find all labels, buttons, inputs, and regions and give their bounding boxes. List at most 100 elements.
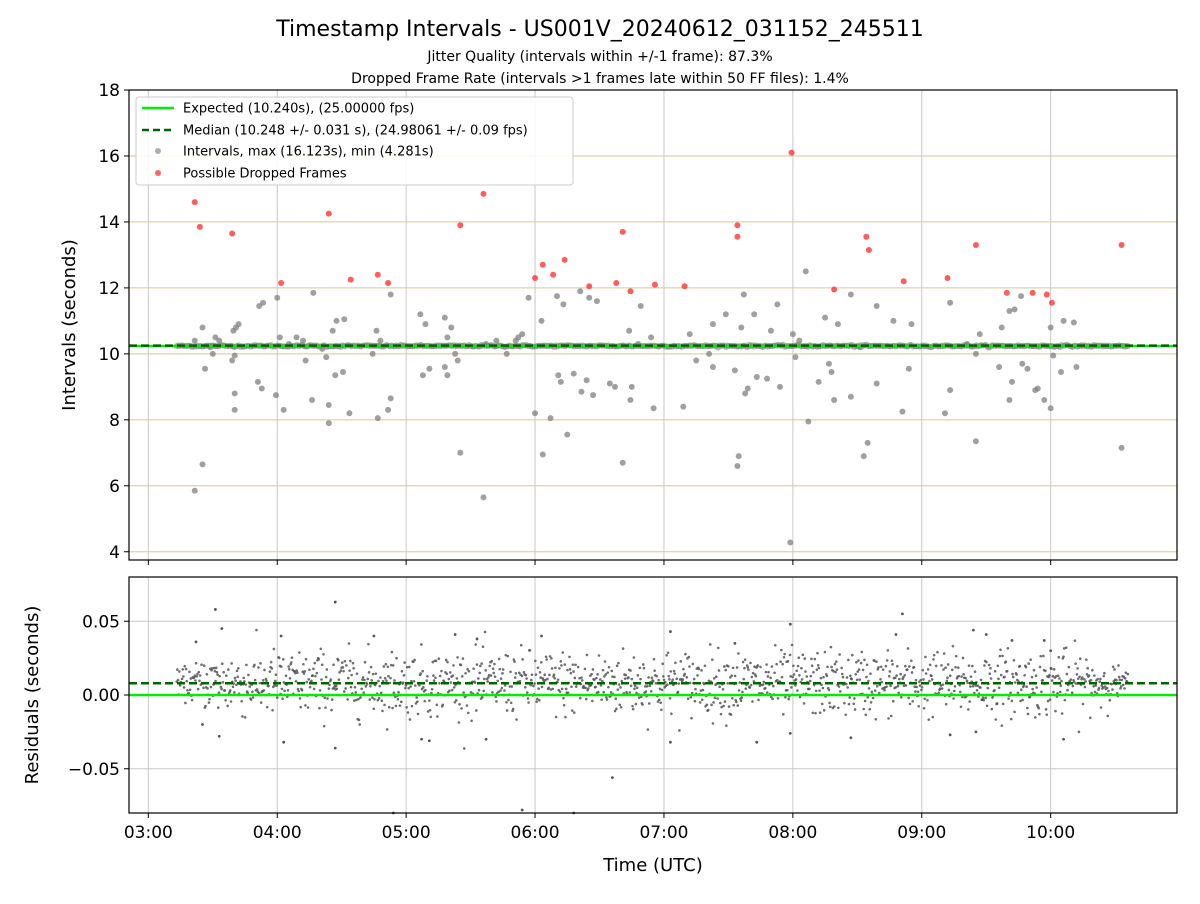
residual-point [1050, 667, 1053, 670]
residual-point [334, 747, 337, 750]
residual-point [285, 674, 288, 677]
residual-point [229, 689, 232, 692]
residual-point [448, 678, 451, 681]
residual-point [982, 699, 985, 702]
residual-point [858, 668, 861, 671]
residual-point [771, 665, 774, 668]
residual-point [526, 691, 529, 694]
residual-point [962, 673, 965, 676]
residual-point [718, 686, 721, 689]
interval-point [1048, 405, 1054, 411]
residual-point [580, 676, 583, 679]
residual-point [812, 671, 815, 674]
residual-point [564, 663, 567, 666]
interval-point [232, 353, 238, 359]
residual-point [214, 680, 217, 683]
residual-point [474, 643, 477, 646]
residual-point [744, 658, 747, 661]
interval-point [805, 418, 811, 424]
residual-point [253, 664, 256, 667]
residual-point [751, 676, 754, 679]
residual-point [994, 670, 997, 673]
x-tick-label: 03:00 [124, 823, 173, 843]
interval-point [326, 420, 332, 426]
interval-point [626, 328, 632, 334]
residual-point [483, 678, 486, 681]
interval-point [612, 384, 618, 390]
residual-point [391, 651, 394, 654]
residual-point [886, 659, 889, 662]
residual-point [596, 673, 599, 676]
residual-point [910, 659, 913, 662]
interval-point [706, 351, 712, 357]
residual-point [191, 699, 194, 702]
residual-point [629, 669, 632, 672]
residual-point [330, 678, 333, 681]
residual-point [872, 697, 875, 700]
residual-point [1086, 667, 1089, 670]
residual-point [974, 670, 977, 673]
residual-point [199, 674, 202, 677]
residual-point [296, 671, 299, 674]
residual-point [1112, 665, 1115, 668]
interval-point [1058, 369, 1064, 375]
residual-point [521, 675, 524, 678]
interval-point [259, 385, 265, 391]
residual-point [477, 677, 480, 680]
residual-point [511, 685, 514, 688]
residual-point [923, 697, 926, 700]
residual-point [696, 674, 699, 677]
residual-point [969, 685, 972, 688]
dropped-frame-point [620, 229, 626, 235]
residual-point [342, 670, 345, 673]
residual-point [907, 647, 910, 650]
interval-point [831, 397, 837, 403]
residual-point [1001, 655, 1004, 658]
residual-point [661, 662, 664, 665]
residual-point [717, 647, 720, 650]
residual-point [931, 678, 934, 681]
residual-point [879, 678, 882, 681]
y-tick-label: 4 [109, 543, 120, 563]
residual-point [387, 665, 390, 668]
dropped-frame-point [945, 275, 951, 281]
residual-point [814, 658, 817, 661]
residual-point [515, 718, 518, 721]
residual-point [683, 673, 686, 676]
residual-point [682, 668, 685, 671]
dropped-frame-point [375, 272, 381, 278]
residual-point [772, 685, 775, 688]
interval-point [202, 366, 208, 372]
residual-point [425, 679, 428, 682]
residual-point [669, 630, 672, 633]
dropped-frame-point [480, 191, 486, 197]
residual-point [422, 686, 425, 689]
residual-point [942, 668, 945, 671]
residual-point [1098, 680, 1101, 683]
residual-point [849, 736, 852, 739]
residual-point [563, 704, 566, 707]
residual-point [356, 672, 359, 675]
interval-point [373, 328, 379, 334]
interval-point [829, 369, 835, 375]
residual-point [646, 685, 649, 688]
residual-point [784, 696, 787, 699]
residual-point [602, 669, 605, 672]
residual-point [838, 685, 841, 688]
residual-point [647, 676, 650, 679]
residual-point [295, 680, 298, 683]
residual-point [1000, 674, 1003, 677]
residual-point [490, 674, 493, 677]
residual-point [618, 703, 621, 706]
residual-point [636, 686, 639, 689]
interval-point [294, 334, 300, 340]
legend-intervals-label: Intervals, max (16.123s), min (4.281s) [183, 145, 434, 160]
residual-point [639, 667, 642, 670]
residual-point [1049, 649, 1052, 652]
residual-point [726, 682, 729, 685]
residuals-y-axis-label: Residuals (seconds) [22, 606, 43, 785]
residual-point [340, 669, 343, 672]
residual-point [350, 686, 353, 689]
residual-point [439, 675, 442, 678]
